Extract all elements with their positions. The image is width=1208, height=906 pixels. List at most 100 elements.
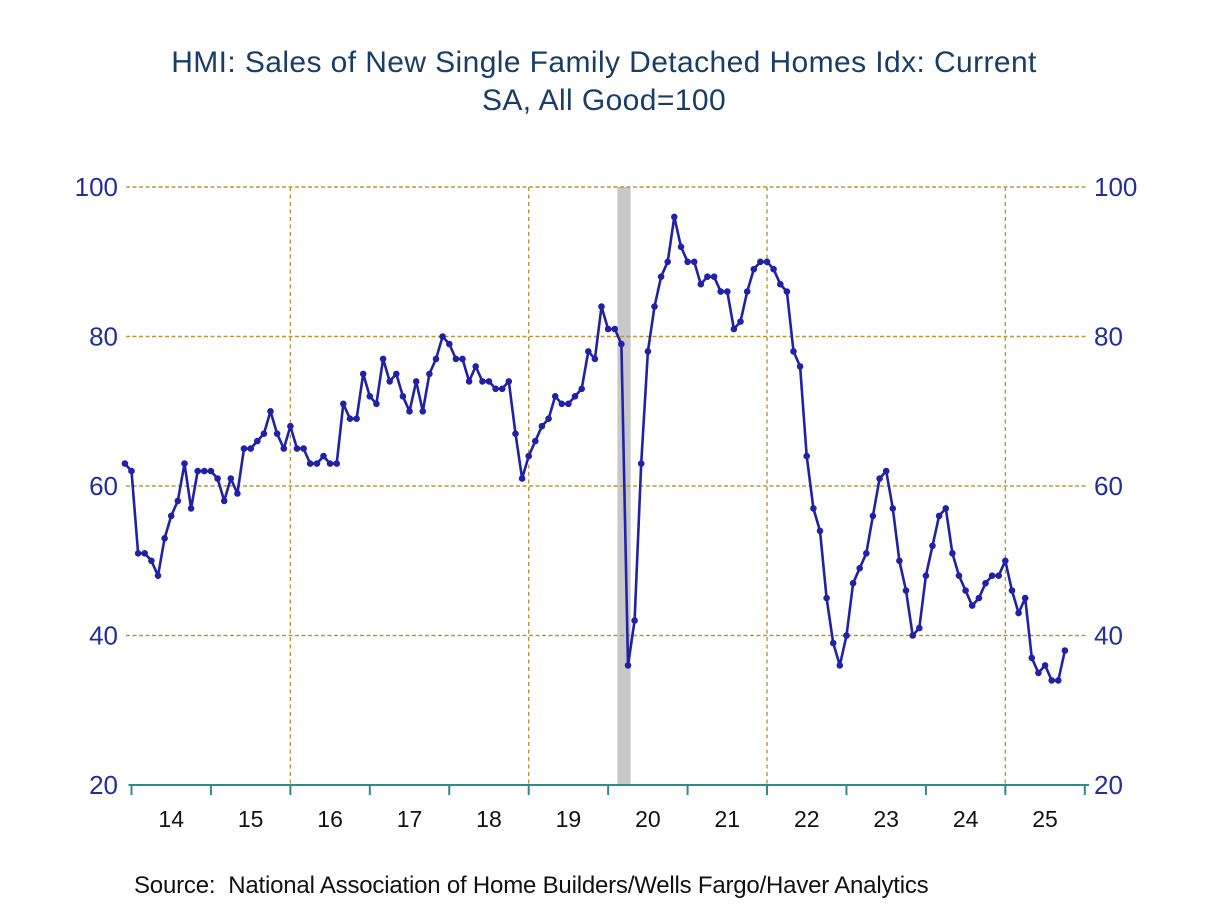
data-point — [293, 445, 301, 452]
data-point — [796, 363, 804, 370]
data-point — [598, 303, 605, 310]
data-point — [1048, 677, 1055, 684]
data-point — [505, 378, 513, 385]
x-axis-year-label-20: 20 — [635, 806, 661, 832]
data-point — [393, 370, 400, 378]
data-point — [306, 460, 314, 467]
data-point — [810, 505, 817, 512]
data-point — [611, 325, 619, 333]
data-point — [134, 550, 142, 557]
data-point — [604, 325, 612, 333]
data-point — [220, 497, 228, 505]
data-point — [148, 557, 155, 565]
data-point — [982, 579, 989, 587]
data-point — [518, 475, 526, 482]
data-point — [313, 460, 321, 467]
data-point — [697, 280, 705, 288]
data-point — [757, 258, 764, 266]
data-point — [366, 393, 374, 400]
data-point — [207, 467, 215, 475]
y-axis-label-right-60: 60 — [1094, 471, 1123, 501]
data-point — [359, 370, 367, 378]
data-point — [485, 378, 493, 385]
data-point — [512, 430, 519, 438]
data-point — [995, 572, 1002, 579]
data-point — [1015, 609, 1022, 617]
data-point — [657, 273, 665, 281]
data-point — [326, 460, 334, 467]
data-point — [465, 378, 473, 385]
data-point — [128, 467, 135, 475]
data-point — [743, 288, 751, 295]
data-point — [419, 408, 427, 415]
data-point — [790, 348, 797, 355]
data-point — [677, 243, 685, 251]
data-point — [856, 564, 863, 572]
data-point — [763, 258, 771, 266]
data-point — [816, 527, 824, 535]
data-point — [187, 505, 195, 512]
data-point — [320, 452, 327, 460]
data-point — [618, 340, 625, 348]
data-point — [942, 505, 950, 512]
data-point — [823, 594, 830, 602]
data-point — [1041, 662, 1049, 669]
data-point — [1021, 594, 1029, 602]
x-axis-year-label-18: 18 — [476, 806, 502, 832]
data-point — [201, 467, 208, 475]
data-point — [783, 288, 791, 295]
data-point — [585, 348, 592, 355]
data-point — [227, 475, 235, 482]
data-point — [909, 632, 916, 639]
data-point — [386, 378, 394, 385]
data-point — [882, 467, 890, 475]
data-point — [121, 460, 129, 467]
data-point — [565, 400, 572, 408]
data-point — [406, 408, 413, 415]
data-point — [479, 378, 486, 385]
data-point — [624, 662, 632, 669]
data-point — [889, 505, 897, 512]
data-point — [373, 400, 380, 408]
data-point — [426, 370, 433, 378]
data-point — [968, 602, 976, 609]
data-point — [260, 430, 268, 438]
data-point — [174, 497, 182, 505]
data-point — [843, 632, 850, 639]
data-point — [724, 288, 731, 295]
data-point — [253, 437, 261, 445]
x-axis-year-label-25: 25 — [1032, 806, 1058, 832]
data-point — [333, 460, 341, 467]
y-axis-label-right-100: 100 — [1094, 172, 1137, 202]
data-point — [1055, 677, 1062, 684]
data-point — [777, 280, 784, 288]
data-point — [863, 550, 870, 557]
y-axis-label-left-20: 20 — [89, 770, 118, 800]
data-point — [346, 415, 354, 423]
y-axis-label-right-20: 20 — [1094, 770, 1123, 800]
y-axis-label-left-80: 80 — [89, 322, 118, 352]
data-point — [379, 355, 387, 363]
data-point — [690, 258, 698, 266]
data-point — [240, 445, 248, 452]
x-axis-year-label-22: 22 — [794, 806, 820, 832]
data-point — [631, 617, 638, 624]
data-point — [472, 363, 480, 370]
data-point — [459, 355, 466, 363]
data-point — [538, 422, 546, 430]
data-point — [1061, 647, 1069, 654]
x-axis-year-label-21: 21 — [715, 806, 741, 832]
data-point — [803, 452, 810, 460]
data-point — [141, 550, 148, 557]
data-point — [399, 393, 407, 400]
data-point — [340, 400, 347, 408]
chart-title-line1: HMI: Sales of New Single Family Detached… — [171, 46, 1037, 79]
data-point — [1002, 557, 1009, 565]
data-point — [181, 460, 188, 467]
data-point — [717, 288, 724, 295]
y-axis-label-right-80: 80 — [1094, 322, 1123, 352]
data-point — [637, 460, 645, 467]
data-point — [492, 385, 499, 393]
data-point — [571, 393, 579, 400]
